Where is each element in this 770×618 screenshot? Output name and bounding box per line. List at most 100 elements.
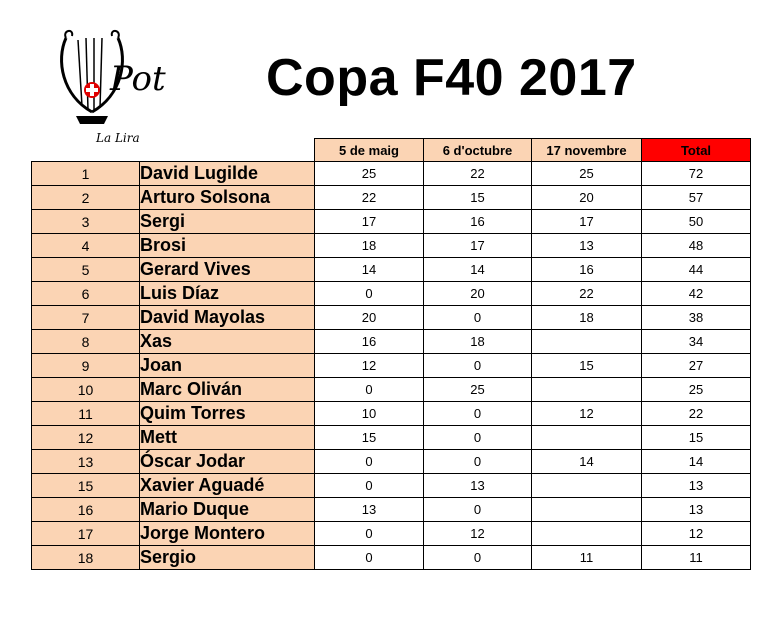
table-row: 6 Luis Díaz 0 20 22 42: [31, 281, 751, 306]
table-row: 2 Arturo Solsona 22 15 20 57: [31, 185, 751, 210]
round-2-score-cell: 17: [423, 233, 532, 258]
rank-cell: 17: [31, 521, 140, 546]
round-3-score-cell: 12: [531, 401, 642, 426]
round-3-score-cell: 14: [531, 449, 642, 474]
header-blank: [32, 139, 140, 162]
round-2-score-cell: 25: [423, 377, 532, 402]
rank-cell: 1: [31, 161, 140, 186]
rank-cell: 4: [31, 233, 140, 258]
round-1-score-cell: 15: [314, 425, 424, 450]
round-2-score-cell: 0: [423, 425, 532, 450]
rank-cell: 8: [31, 329, 140, 354]
round-2-score-cell: 0: [423, 401, 532, 426]
player-name-cell: Marc Oliván: [139, 377, 315, 402]
round-2-score-cell: 12: [423, 521, 532, 546]
standings-table: 5 de maig 6 d'octubre 17 novembre Total …: [31, 138, 751, 570]
rank-cell: 6: [31, 281, 140, 306]
rank-cell: 12: [31, 425, 140, 450]
round-2-score-cell: 0: [423, 545, 532, 570]
player-name-cell: David Lugilde: [139, 161, 315, 186]
round-3-score-cell: 13: [531, 233, 642, 258]
rank-cell: 11: [31, 401, 140, 426]
total-score-cell: 27: [641, 353, 751, 378]
table-row: 12 Mett 15 0 15: [31, 425, 751, 450]
table-row: 11 Quim Torres 10 0 12 22: [31, 401, 751, 426]
round-3-score-cell: 22: [531, 281, 642, 306]
round-2-score-cell: 0: [423, 353, 532, 378]
table-row: 10 Marc Oliván 0 25 25: [31, 377, 751, 402]
player-name-cell: Óscar Jodar: [139, 449, 315, 474]
player-name-cell: Gerard Vives: [139, 257, 315, 282]
lyre-logo-icon: Pot La Lira: [60, 30, 166, 145]
round-2-score-cell: 16: [423, 209, 532, 234]
round-3-score-cell: 11: [531, 545, 642, 570]
rank-cell: 7: [31, 305, 140, 330]
table-row: 4 Brosi 18 17 13 48: [31, 233, 751, 258]
table-row: 18 Sergio 0 0 11 11: [31, 545, 751, 570]
round-1-score-cell: 0: [314, 545, 424, 570]
round-1-score-cell: 14: [314, 257, 424, 282]
player-name-cell: Xavier Aguadé: [139, 473, 315, 498]
rank-cell: 9: [31, 353, 140, 378]
round-1-score-cell: 0: [314, 281, 424, 306]
table-row: 9 Joan 12 0 15 27: [31, 353, 751, 378]
table-row: 16 Mario Duque 13 0 13: [31, 497, 751, 522]
round-3-score-cell: 25: [531, 161, 642, 186]
round-1-score-cell: 0: [314, 521, 424, 546]
player-name-cell: Quim Torres: [139, 401, 315, 426]
round-1-score-cell: 25: [314, 161, 424, 186]
rank-cell: 16: [31, 497, 140, 522]
rank-cell: 2: [31, 185, 140, 210]
round-2-score-cell: 15: [423, 185, 532, 210]
player-name-cell: Sergi: [139, 209, 315, 234]
player-name-cell: Sergio: [139, 545, 315, 570]
header-round-2: 6 d'octubre: [423, 138, 532, 162]
table-row: 1 David Lugilde 25 22 25 72: [31, 161, 751, 186]
round-1-score-cell: 0: [314, 377, 424, 402]
total-score-cell: 50: [641, 209, 751, 234]
table-row: 15 Xavier Aguadé 0 13 13: [31, 473, 751, 498]
player-name-cell: Xas: [139, 329, 315, 354]
rank-cell: 15: [31, 473, 140, 498]
round-1-score-cell: 16: [314, 329, 424, 354]
total-score-cell: 15: [641, 425, 751, 450]
player-name-cell: Brosi: [139, 233, 315, 258]
round-1-score-cell: 22: [314, 185, 424, 210]
round-3-score-cell: [531, 377, 642, 402]
round-2-score-cell: 0: [423, 497, 532, 522]
round-2-score-cell: 13: [423, 473, 532, 498]
round-1-score-cell: 17: [314, 209, 424, 234]
total-score-cell: 57: [641, 185, 751, 210]
header-total: Total: [641, 138, 751, 162]
round-3-score-cell: [531, 425, 642, 450]
round-3-score-cell: 17: [531, 209, 642, 234]
round-1-score-cell: 13: [314, 497, 424, 522]
round-3-score-cell: [531, 473, 642, 498]
total-score-cell: 22: [641, 401, 751, 426]
round-1-score-cell: 12: [314, 353, 424, 378]
total-score-cell: 44: [641, 257, 751, 282]
round-3-score-cell: [531, 329, 642, 354]
rank-cell: 10: [31, 377, 140, 402]
table-header-row: 5 de maig 6 d'octubre 17 novembre Total: [32, 138, 751, 162]
player-name-cell: David Mayolas: [139, 305, 315, 330]
round-3-score-cell: 20: [531, 185, 642, 210]
table-row: 8 Xas 16 18 34: [31, 329, 751, 354]
round-1-score-cell: 0: [314, 449, 424, 474]
total-score-cell: 25: [641, 377, 751, 402]
table-row: 7 David Mayolas 20 0 18 38: [31, 305, 751, 330]
round-1-score-cell: 20: [314, 305, 424, 330]
round-1-score-cell: 0: [314, 473, 424, 498]
player-name-cell: Mett: [139, 425, 315, 450]
round-2-score-cell: 14: [423, 257, 532, 282]
total-score-cell: 34: [641, 329, 751, 354]
table-row: 5 Gerard Vives 14 14 16 44: [31, 257, 751, 282]
table-row: 17 Jorge Montero 0 12 12: [31, 521, 751, 546]
player-name-cell: Arturo Solsona: [139, 185, 315, 210]
header-round-3: 17 novembre: [531, 138, 642, 162]
round-2-score-cell: 20: [423, 281, 532, 306]
player-name-cell: Joan: [139, 353, 315, 378]
round-3-score-cell: 15: [531, 353, 642, 378]
page-title: Copa F40 2017: [266, 49, 637, 107]
rank-cell: 13: [31, 449, 140, 474]
